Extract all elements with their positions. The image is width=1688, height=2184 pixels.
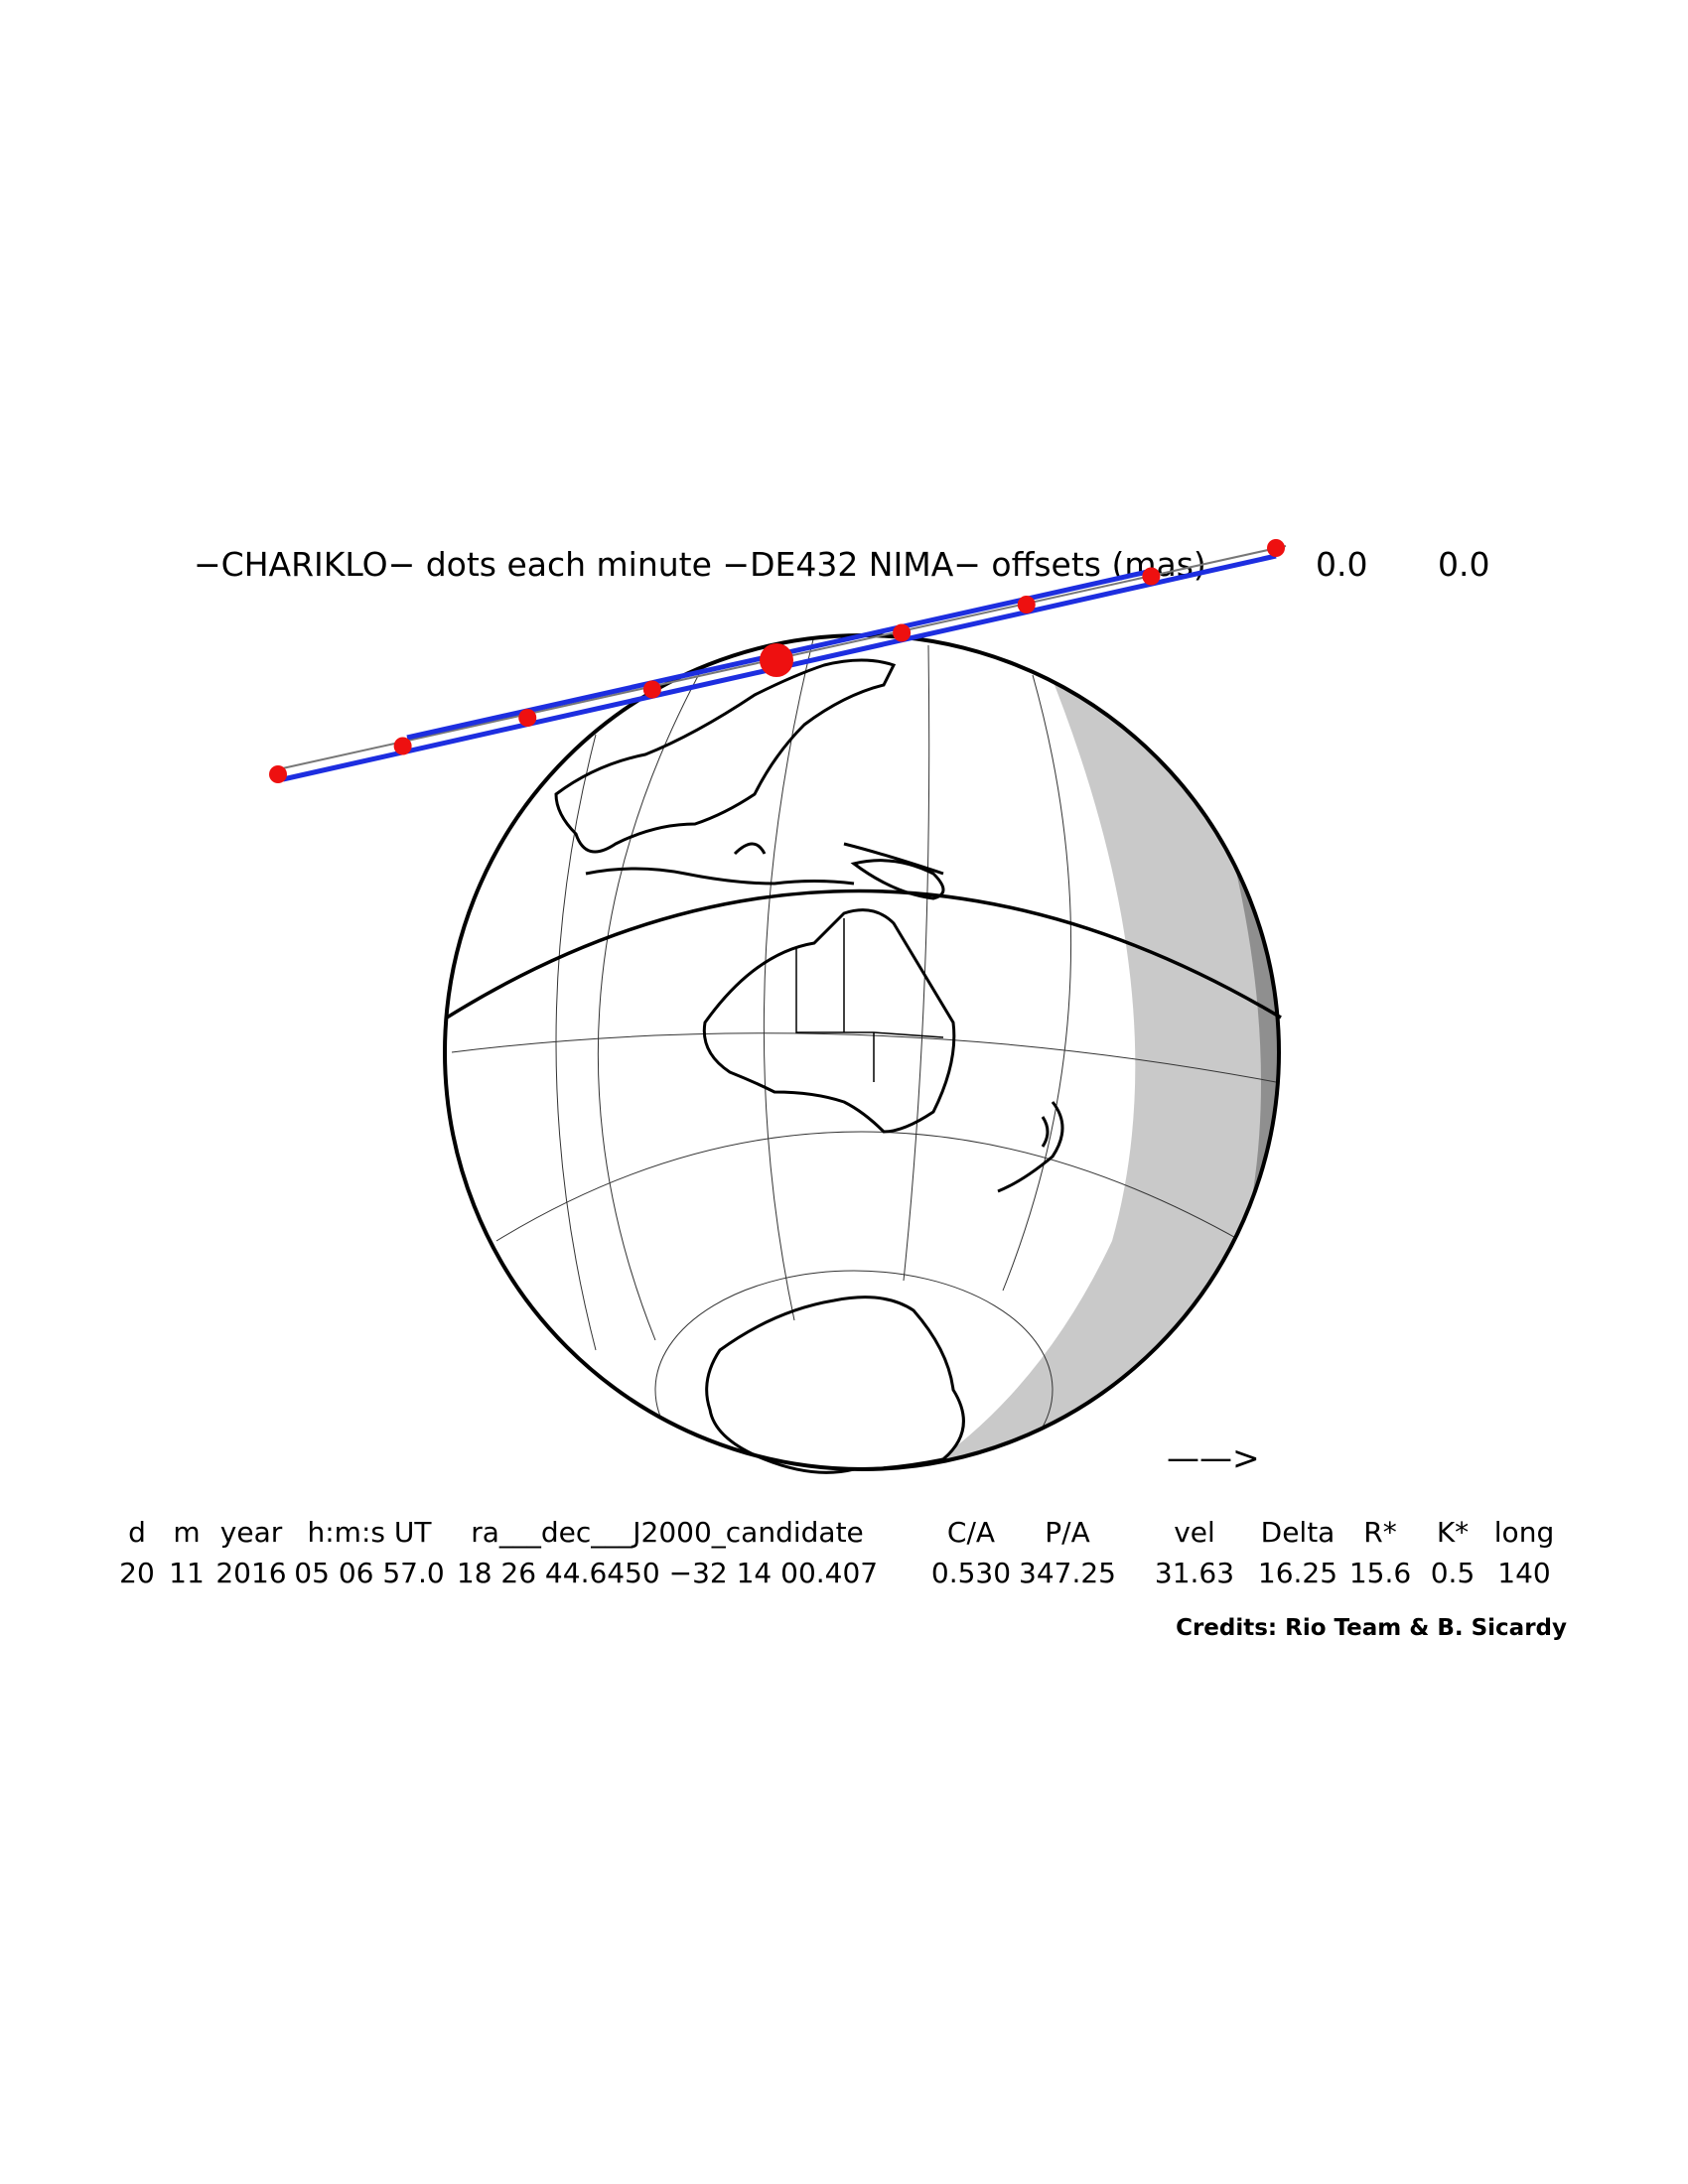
- table-value-4: 18 26 44.6450 −32 14 00.407: [457, 1557, 878, 1589]
- minute-dot: [642, 680, 661, 699]
- australia-state-borders: [795, 918, 944, 1082]
- table-head-0: d: [128, 1516, 146, 1549]
- minute-dot: [893, 623, 912, 642]
- central-instant-dot: [760, 643, 793, 677]
- new-guinea-outline: [850, 859, 945, 900]
- table-value-1: 11: [169, 1557, 205, 1589]
- parameter-headers: d m year h:m:s UT ra___dec___J2000_candidate…: [128, 1516, 1554, 1549]
- minute-dot: [518, 709, 537, 727]
- table-value-5: 0.530: [931, 1557, 1011, 1589]
- table-value-6: 347.25: [1019, 1557, 1116, 1589]
- shadow-path: [269, 539, 1287, 783]
- minute-dots: [269, 539, 1285, 783]
- parameter-values: 20 11 2016 05 06 57.0 18 26 44.6450 −32 14 0…: [119, 1557, 1551, 1589]
- minute-dot: [1017, 596, 1036, 614]
- minute-dot: [269, 765, 287, 783]
- table-value-9: 15.6: [1349, 1557, 1411, 1589]
- credits: Credits: Rio Team & B. Sicardy: [1176, 1615, 1567, 1641]
- offset-dec-value: 0.0: [1438, 545, 1489, 584]
- table-value-3: 05 06 57.0: [294, 1557, 444, 1589]
- table-head-2: year: [220, 1516, 283, 1549]
- offset-ra-value: 0.0: [1316, 545, 1367, 584]
- table-head-10: K*: [1437, 1516, 1469, 1549]
- continents: [554, 658, 1064, 1474]
- table-head-9: R*: [1363, 1516, 1396, 1549]
- table-head-7: vel: [1174, 1516, 1215, 1549]
- table-value-2: 2016: [215, 1557, 286, 1589]
- antarctica-outline: [705, 1296, 965, 1474]
- minute-dot: [393, 737, 412, 755]
- globe: [443, 633, 1282, 1474]
- table-head-1: m: [173, 1516, 200, 1549]
- graticule: [451, 635, 1277, 1469]
- indonesia-outline: [585, 842, 944, 886]
- direction-arrow: ——>: [1167, 1438, 1260, 1477]
- minute-dot: [1267, 539, 1285, 557]
- table-value-8: 16.25: [1258, 1557, 1337, 1589]
- table-head-5: C/A: [947, 1516, 995, 1549]
- table-value-0: 20: [119, 1557, 155, 1589]
- new-zealand-outline: [997, 1101, 1064, 1193]
- table-value-10: 0.5: [1431, 1557, 1476, 1589]
- table-head-8: Delta: [1261, 1516, 1336, 1549]
- asia-outline: [554, 658, 897, 854]
- table-head-4: ra___dec___J2000_candidate: [471, 1516, 864, 1549]
- minute-dot: [1142, 567, 1161, 586]
- globe-disk: [445, 635, 1279, 1469]
- australia-outline: [702, 908, 956, 1134]
- equator-line: [446, 888, 1282, 1020]
- table-value-11: 140: [1497, 1557, 1550, 1589]
- table-head-11: long: [1494, 1516, 1554, 1549]
- table-head-3: h:m:s UT: [308, 1516, 433, 1549]
- chart-title: −CHARIKLO− dots each minute −DE432 NIMA−…: [194, 545, 1206, 584]
- table-value-7: 31.63: [1155, 1557, 1234, 1589]
- table-head-6: P/A: [1045, 1516, 1089, 1549]
